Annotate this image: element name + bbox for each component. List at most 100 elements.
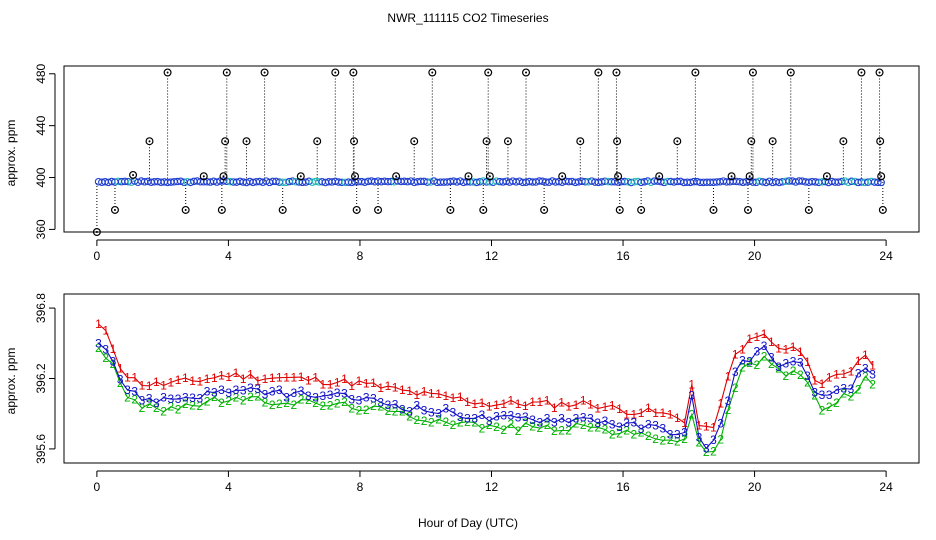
series-2-point: 2 [739, 361, 746, 375]
series-2-point: 2 [486, 418, 493, 432]
top-outlier-center [712, 208, 715, 211]
top-outlier-center [220, 208, 223, 211]
series-2-point: 2 [204, 394, 211, 408]
series-2-point: 2 [153, 401, 160, 415]
top-outlier-center [771, 140, 774, 143]
series-1-point: 1 [153, 375, 160, 389]
top-outlier-point [727, 172, 736, 181]
top-outlier-point [374, 205, 383, 214]
series-1-point: 1 [515, 397, 522, 411]
top-panel-plot: 0 4 8 12 16 20 24 360 400 440 480 [34, 63, 920, 263]
series-3-point: 3 [688, 389, 695, 403]
series-3-point: 3 [580, 411, 587, 425]
series-3-point: 3 [435, 407, 442, 421]
series-2-point: 2 [544, 418, 551, 432]
series-2-point: 2 [117, 376, 124, 390]
top-outlier-center [113, 208, 116, 211]
series-3-point: 3 [659, 422, 666, 436]
series-1-point: 1 [732, 347, 739, 361]
series-2-point: 2 [421, 414, 428, 428]
series-1-point: 1 [392, 380, 399, 394]
top-outlier-point [350, 137, 359, 146]
top-outlier-center [487, 71, 490, 74]
top-x-tick-label: 12 [485, 249, 499, 263]
top-outlier-center [245, 140, 248, 143]
bottom-x-tick-label: 16 [616, 480, 630, 494]
series-2-point: 2 [761, 349, 768, 363]
series-2-point: 2 [804, 375, 811, 389]
top-outlier-center [676, 140, 679, 143]
bottom-y-tick-label: 395.6 [34, 434, 48, 464]
series-3-point: 3 [602, 414, 609, 428]
series-2-point: 2 [565, 424, 572, 438]
top-outlier-point [878, 205, 887, 214]
bottom-x-tick-label: 20 [748, 480, 762, 494]
top-outlier-center [747, 208, 749, 211]
series-3-point: 3 [732, 365, 739, 379]
series-2-point: 2 [225, 394, 232, 408]
series-1-point: 1 [240, 372, 247, 386]
series-2-point: 2 [218, 396, 225, 410]
series-2-point: 2 [674, 435, 681, 449]
top-outlier-point [352, 205, 361, 214]
series-3-point: 3 [645, 417, 652, 431]
series-2-point: 2 [659, 433, 666, 447]
series-1-point: 1 [775, 341, 782, 355]
top-outlier-point [612, 68, 621, 77]
series-1-point: 1 [464, 395, 471, 409]
series-2-point: 2 [855, 382, 862, 396]
series-2-point: 2 [602, 423, 609, 437]
series-2-point: 2 [392, 405, 399, 419]
series-2-point: 2 [775, 362, 782, 376]
series-1-point: 1 [421, 385, 428, 399]
top-outlier-point [748, 68, 757, 77]
top-outlier-center [485, 140, 488, 143]
series-3-point: 3 [819, 388, 826, 402]
series-1-point: 1 [334, 375, 341, 389]
top-outlier-center [202, 175, 205, 178]
series-1-point: 1 [95, 317, 102, 331]
series-1-point: 1 [356, 374, 363, 388]
series-3-point: 3 [146, 391, 153, 405]
series-3-point: 3 [269, 385, 276, 399]
series-1-point: 1 [761, 327, 768, 341]
series-1-point: 1 [348, 379, 355, 393]
top-outlier-center [132, 173, 135, 176]
top-outlier-point [222, 68, 231, 77]
series-3-point: 3 [175, 392, 182, 406]
series-2-point: 2 [500, 423, 507, 437]
series-3-point: 3 [565, 416, 572, 430]
series-1-point: 1 [327, 378, 334, 392]
series-3-point: 3 [775, 360, 782, 374]
series-1-point: 1 [710, 421, 717, 435]
series-3-point: 3 [529, 413, 536, 427]
series-3-point: 3 [848, 382, 855, 396]
series-3-point: 3 [746, 355, 753, 369]
top-y-tick-label: 360 [34, 219, 48, 239]
top-outlier-center [488, 175, 491, 178]
series-2-point: 2 [276, 397, 283, 411]
series-3-point: 3 [739, 353, 746, 367]
series-1-point: 1 [674, 411, 681, 425]
series-3-point: 3 [312, 390, 319, 404]
series-3-point: 3 [428, 405, 435, 419]
series-3-point: 3 [95, 336, 102, 350]
top-outlier-point [613, 137, 622, 146]
top-outlier-point [691, 68, 700, 77]
series-2-point: 2 [746, 356, 753, 370]
series-3-point: 3 [153, 396, 160, 410]
top-outlier-center [506, 140, 509, 143]
series-3-point: 3 [855, 366, 862, 380]
series-2-point: 2 [623, 423, 630, 437]
top-outlier-point [484, 68, 493, 77]
series-3-point: 3 [160, 391, 167, 405]
series-3-point: 3 [471, 411, 478, 425]
series-3-point: 3 [486, 414, 493, 428]
series-1-point: 1 [493, 398, 500, 412]
series-1-point: 1 [616, 402, 623, 416]
series-3-point: 3 [291, 386, 298, 400]
series-3-point: 3 [392, 398, 399, 412]
series-1-point: 1 [442, 389, 449, 403]
top-x-tick-label: 4 [225, 249, 232, 263]
